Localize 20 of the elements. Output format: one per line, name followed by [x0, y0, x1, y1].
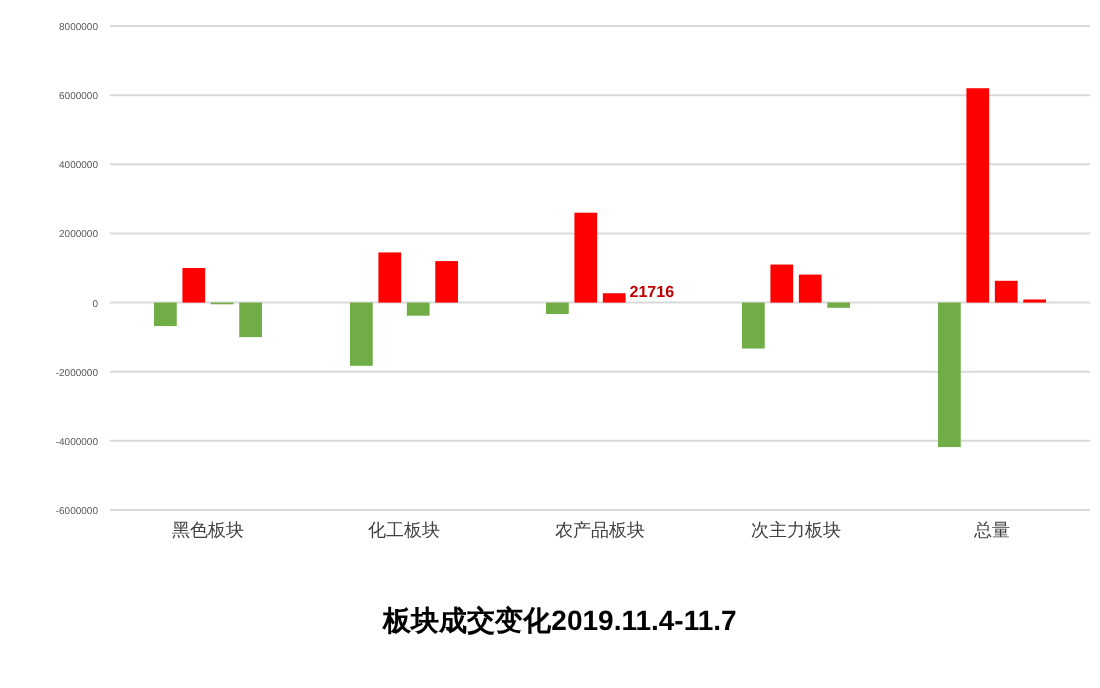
bar [602, 293, 626, 303]
x-tick-label: 次主力板块 [751, 520, 841, 540]
bar [938, 302, 961, 448]
annotation: 21716 [629, 283, 676, 302]
x-tick-label: 农产品板块 [555, 520, 645, 540]
x-tick-label: 总量 [972, 520, 1010, 540]
bar [154, 302, 177, 327]
x-tick-label: 化工板块 [368, 520, 440, 540]
x-tick-label: 黑色板块 [172, 520, 244, 540]
bar [378, 252, 402, 303]
bar [182, 268, 206, 303]
bar [966, 88, 990, 303]
bar [350, 302, 373, 366]
bar [994, 280, 1018, 303]
bar [742, 302, 765, 349]
bar [546, 302, 569, 314]
bar [574, 212, 598, 303]
text: 板块成交变化2019.11.4-11.7 [381, 604, 738, 636]
bar [770, 264, 794, 303]
bar [798, 274, 822, 303]
